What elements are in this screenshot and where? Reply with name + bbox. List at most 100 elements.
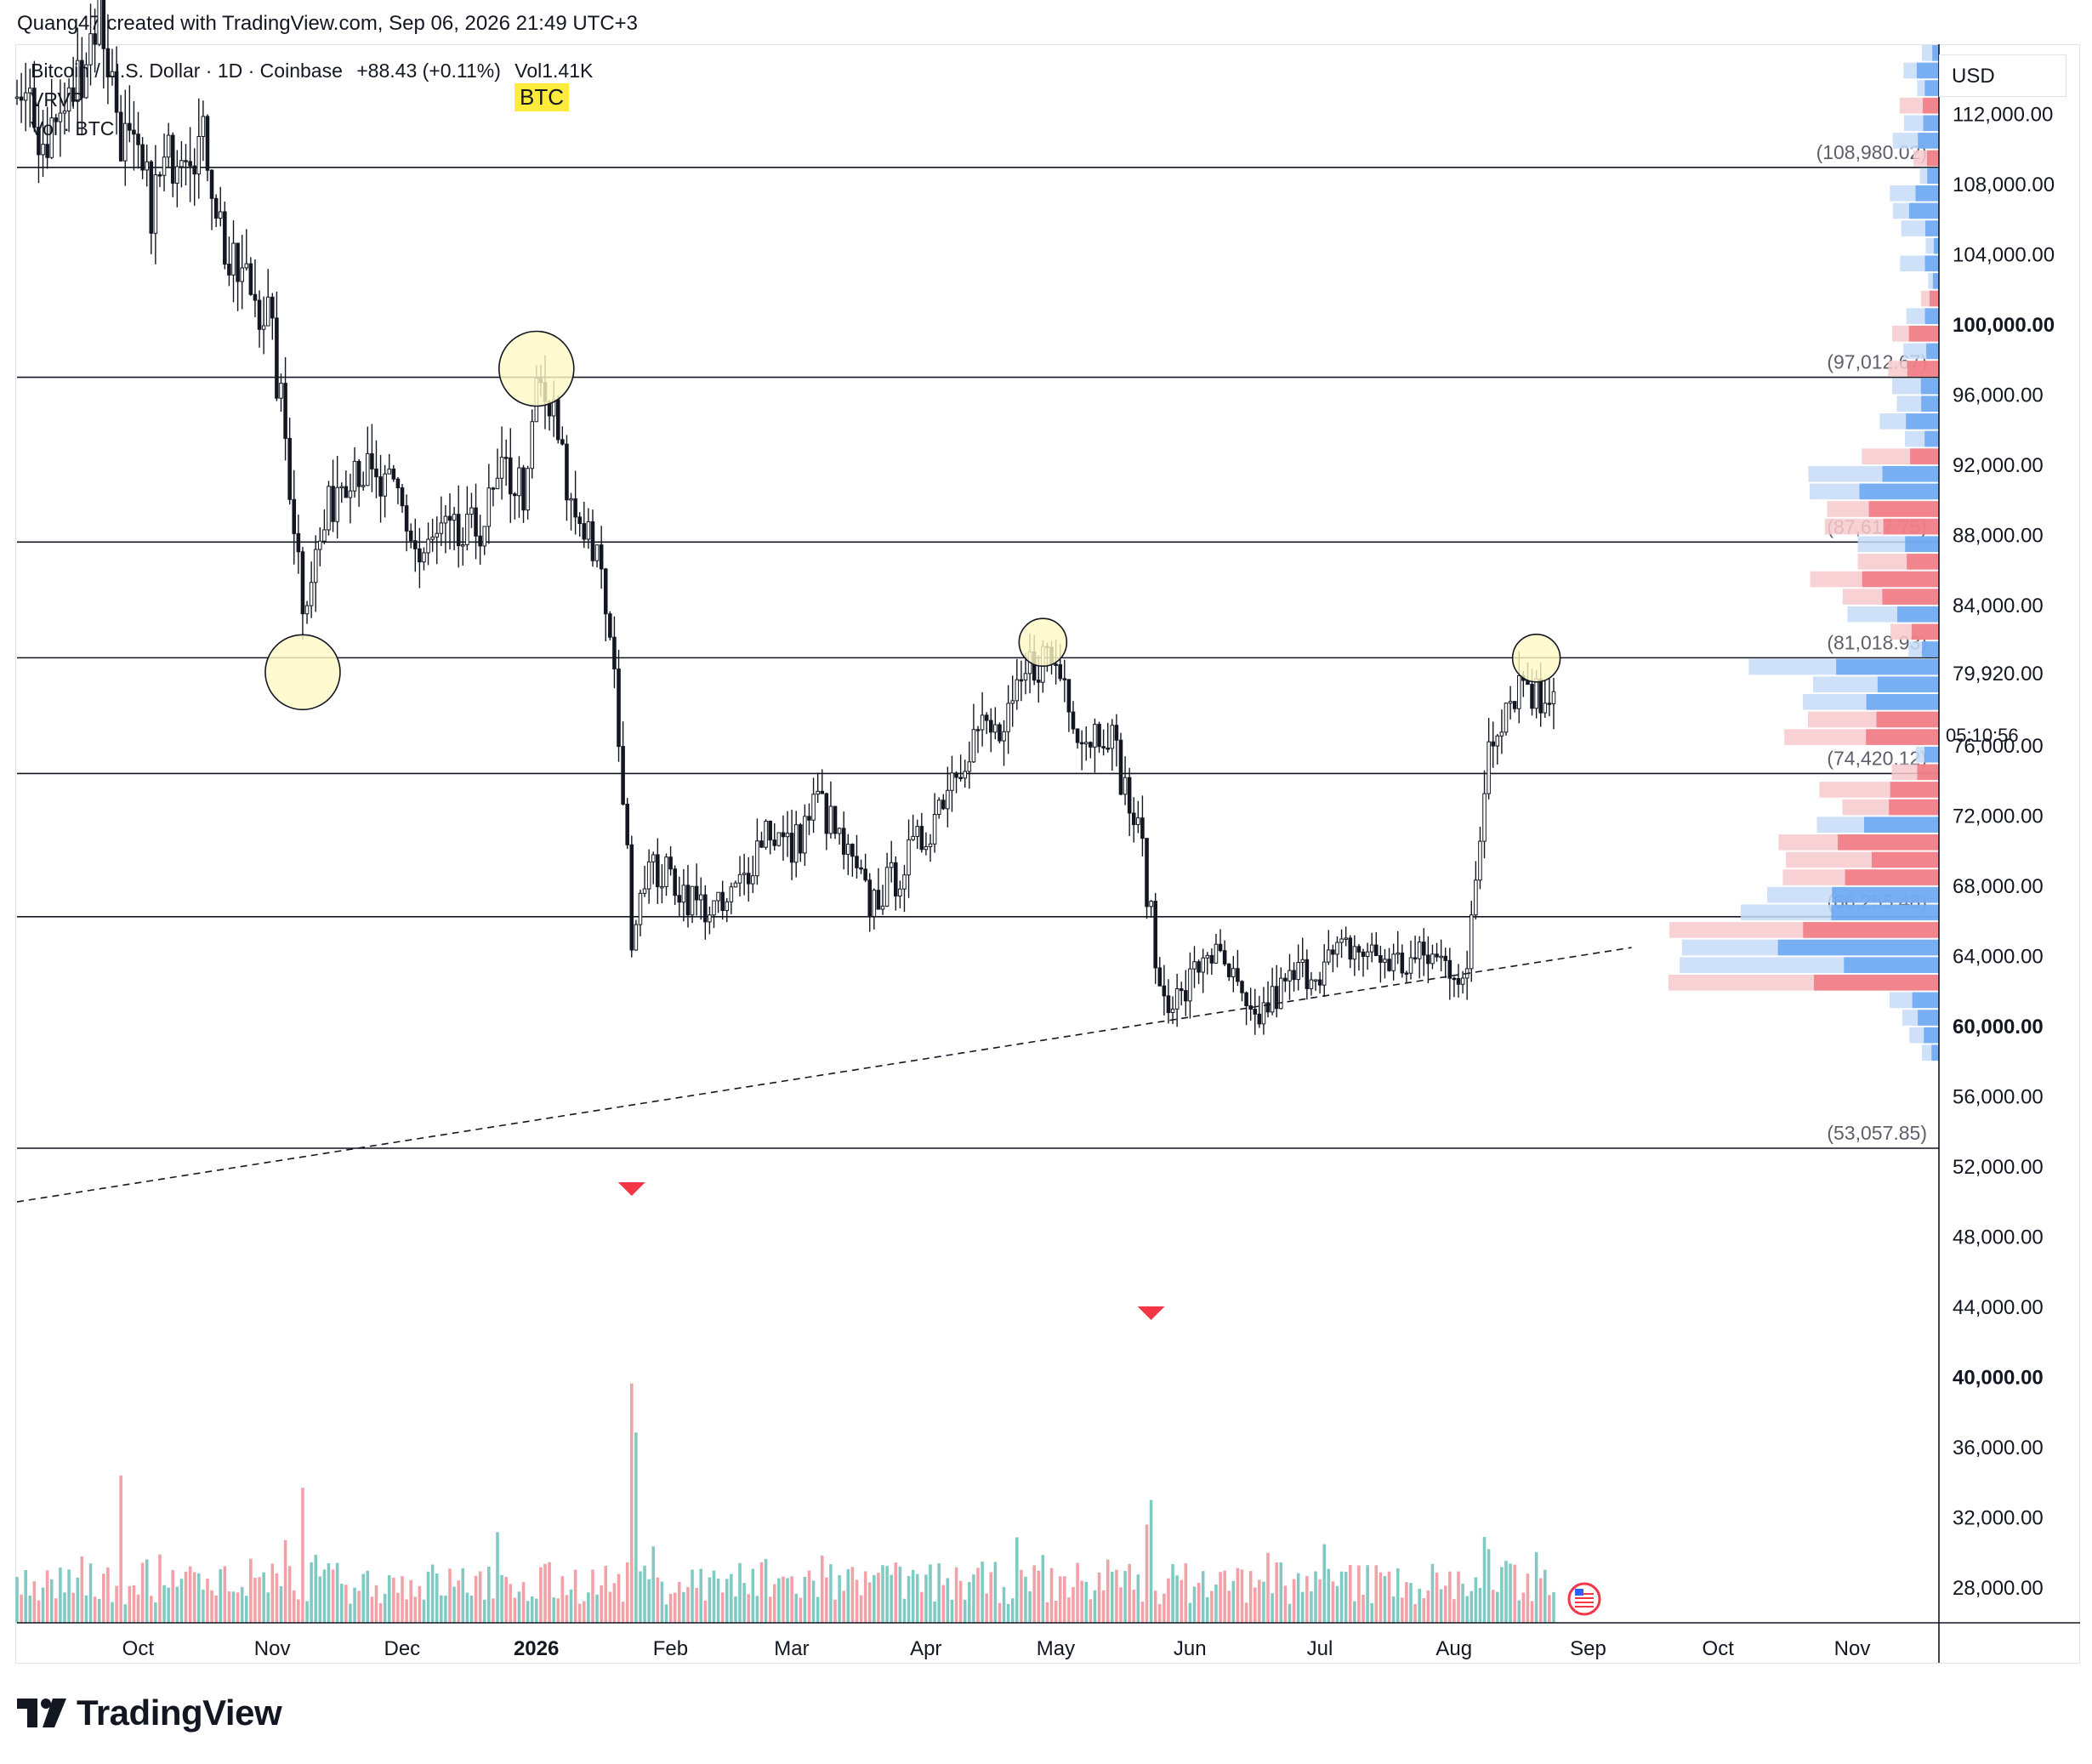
volume-bar (310, 1562, 313, 1623)
candle-body (803, 816, 807, 854)
volume-bar (1335, 1585, 1339, 1623)
volume-bar (1240, 1569, 1244, 1623)
candle-body (1478, 840, 1482, 881)
candle-body (395, 478, 401, 489)
volume-bar (877, 1573, 880, 1623)
candle-body (811, 794, 816, 821)
candle-body (820, 790, 825, 794)
volume-bar (1296, 1573, 1300, 1623)
volume-bar (981, 1562, 984, 1623)
candle-body (443, 515, 448, 524)
candle-body (201, 116, 206, 137)
volume-bar (1409, 1583, 1413, 1623)
candle-body (634, 924, 639, 951)
candle-body (681, 885, 686, 903)
candle-body (603, 568, 608, 615)
candle-body (919, 826, 924, 851)
currency-selector[interactable]: USD (1939, 54, 2066, 97)
volume-bar (1210, 1590, 1214, 1623)
volume-bar (214, 1595, 218, 1623)
candle-body (971, 729, 976, 763)
price-tick-label: 72,000.00 (1953, 805, 2044, 828)
candle-body (1317, 979, 1322, 986)
volume-bar (1010, 1598, 1015, 1623)
btc-tag: BTC (514, 83, 569, 111)
volume-bar (1353, 1601, 1356, 1623)
profile-row-core (1777, 939, 1939, 956)
volume-bar (322, 1569, 327, 1623)
chart-frame[interactable] (15, 44, 2080, 1664)
volume-bar (1521, 1592, 1526, 1623)
volume-bar (1192, 1586, 1197, 1623)
candle-body (153, 174, 158, 234)
candle-body (1201, 957, 1205, 973)
symbol-legend[interactable]: Bitcoin / U.S. Dollar · 1D · Coinbase +8… (31, 60, 593, 83)
volume-bar (1167, 1578, 1170, 1623)
candle-body (62, 111, 67, 114)
profile-row-core (1803, 922, 1939, 938)
candle-body (863, 868, 867, 881)
candle-body (928, 843, 933, 847)
volume-bar (759, 1562, 764, 1623)
volume-legend[interactable]: Vol · BTC (31, 117, 115, 139)
candle-body (1062, 678, 1067, 680)
candle-body (828, 805, 833, 834)
volume-bar (950, 1599, 954, 1623)
volume-bar (335, 1562, 339, 1623)
volume-bar (552, 1597, 555, 1623)
us-flag-canton (1574, 1589, 1583, 1596)
candle-body (383, 473, 387, 497)
candle-body (236, 242, 240, 282)
volume-bar (1314, 1571, 1317, 1623)
candle-body (265, 296, 270, 327)
volume-bar (1248, 1571, 1253, 1623)
tradingview-logo[interactable]: TradingView (17, 1693, 282, 1733)
candle-body (66, 87, 71, 112)
volume-bar (1128, 1563, 1131, 1623)
volume-bar (998, 1602, 1002, 1623)
candle-body (907, 839, 911, 876)
candle-body (1413, 957, 1418, 959)
volume-bar (513, 1597, 517, 1623)
volume-bar (1465, 1596, 1469, 1623)
candle-body (456, 514, 461, 547)
candle-body (1534, 678, 1538, 709)
volume-bar (577, 1603, 582, 1623)
candle-body (889, 862, 894, 868)
volume-bar (881, 1565, 884, 1623)
volume-bar (1530, 1601, 1534, 1623)
candle-body (932, 814, 937, 845)
volume-profile (1668, 45, 1939, 1061)
trendline-layer (16, 947, 1632, 1203)
candle-body (474, 507, 478, 537)
volume-bar (1517, 1600, 1521, 1623)
candle-body (988, 720, 993, 733)
vrvp-legend[interactable]: VRVP (31, 88, 84, 111)
candle-body (1131, 812, 1136, 826)
volume-bar (595, 1594, 599, 1623)
candle-body (1305, 959, 1310, 989)
volume-bar (422, 1599, 426, 1623)
volume-bar (32, 1581, 37, 1623)
candle-body (785, 833, 790, 838)
candle-body (1439, 955, 1443, 959)
candle-body (170, 134, 175, 184)
volume-bar (49, 1579, 54, 1623)
candle-body (772, 839, 777, 846)
candle-body (283, 383, 287, 439)
candle-body (1543, 703, 1548, 714)
volume-bar (1504, 1561, 1508, 1623)
candle-body (296, 532, 301, 553)
volume-bar (920, 1591, 924, 1623)
candle-body (746, 873, 751, 885)
candle-body (577, 516, 582, 525)
candle-body (975, 729, 981, 731)
candle-body (1205, 954, 1210, 959)
volume-bar (1552, 1591, 1555, 1623)
candle-body (872, 890, 877, 917)
profile-row-core (1889, 799, 1939, 816)
volume-bar (1180, 1579, 1184, 1623)
candle-body (348, 490, 353, 498)
volume-bar (777, 1578, 781, 1623)
